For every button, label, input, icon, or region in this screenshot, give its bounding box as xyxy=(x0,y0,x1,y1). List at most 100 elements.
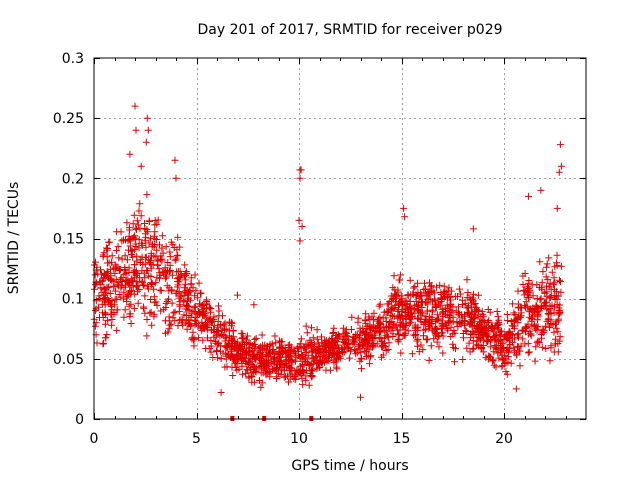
data-point xyxy=(299,381,307,389)
data-point xyxy=(170,309,178,317)
data-point xyxy=(293,366,301,374)
data-point xyxy=(478,324,486,332)
data-point xyxy=(419,299,427,307)
data-point xyxy=(127,300,135,308)
data-point xyxy=(361,316,369,324)
data-point xyxy=(545,254,553,262)
data-point xyxy=(526,305,534,313)
outlier-point xyxy=(512,385,520,393)
data-point xyxy=(554,328,562,336)
data-point xyxy=(208,318,216,326)
data-point xyxy=(461,299,469,307)
data-point xyxy=(374,315,382,323)
y-tick-label: 0.2 xyxy=(62,171,84,187)
data-point xyxy=(557,288,565,296)
data-point xyxy=(455,285,463,293)
data-point xyxy=(246,347,254,355)
data-point xyxy=(449,313,457,321)
data-point xyxy=(143,316,151,323)
data-point xyxy=(509,330,517,338)
data-point xyxy=(313,353,321,361)
data-point xyxy=(126,226,133,234)
data-point xyxy=(129,220,137,228)
data-point xyxy=(444,326,452,334)
data-point xyxy=(475,331,483,338)
data-point xyxy=(554,348,562,356)
data-point xyxy=(306,341,314,349)
data-point xyxy=(125,269,133,276)
data-point xyxy=(102,310,110,318)
y-axis-label: SRMTID / TECUs xyxy=(6,182,22,295)
data-point xyxy=(228,354,236,362)
data-point xyxy=(182,312,190,319)
data-point xyxy=(158,244,166,252)
data-point xyxy=(461,320,469,328)
data-point xyxy=(158,232,166,240)
data-point xyxy=(484,306,492,313)
data-point xyxy=(397,312,405,320)
data-point xyxy=(543,292,551,300)
data-point xyxy=(511,322,518,330)
data-point xyxy=(125,232,133,240)
data-point xyxy=(437,294,445,302)
data-point xyxy=(354,314,362,322)
data-point xyxy=(210,322,218,330)
data-point xyxy=(403,304,411,312)
data-point xyxy=(113,306,121,314)
data-point xyxy=(400,332,408,339)
data-point xyxy=(548,301,556,309)
data-point xyxy=(437,329,445,337)
data-point xyxy=(425,356,433,364)
data-point xyxy=(509,300,517,308)
data-point xyxy=(471,322,479,329)
data-point xyxy=(226,318,233,326)
data-point xyxy=(480,348,488,356)
data-point xyxy=(141,254,149,261)
data-point xyxy=(433,338,441,346)
data-point xyxy=(110,282,118,290)
data-point xyxy=(215,307,223,315)
data-point xyxy=(129,253,137,261)
data-point xyxy=(518,326,526,334)
data-point xyxy=(151,298,159,306)
data-point xyxy=(392,323,400,331)
data-point xyxy=(113,228,121,236)
data-point xyxy=(118,255,126,263)
outlier-point xyxy=(143,114,151,122)
data-point xyxy=(143,226,151,233)
data-point xyxy=(107,272,115,280)
data-point xyxy=(248,373,256,381)
data-point xyxy=(339,338,347,346)
data-point xyxy=(202,319,210,326)
data-point xyxy=(123,256,131,264)
data-point xyxy=(239,370,247,378)
data-point xyxy=(157,287,165,295)
data-point xyxy=(394,336,402,344)
data-point xyxy=(164,259,172,266)
data-point xyxy=(156,274,163,282)
data-point xyxy=(330,342,337,350)
x-tick-label: 20 xyxy=(495,431,513,447)
data-point xyxy=(490,348,498,356)
data-point xyxy=(376,323,384,331)
data-point xyxy=(526,286,534,294)
y-tick-label: 0.05 xyxy=(53,352,84,368)
y-tick-label: 0.3 xyxy=(62,51,84,67)
data-point xyxy=(552,324,560,332)
data-point xyxy=(110,301,118,309)
data-point xyxy=(100,296,108,304)
data-point xyxy=(422,336,430,344)
data-point xyxy=(480,312,488,320)
data-point xyxy=(110,310,118,318)
data-point xyxy=(538,286,546,294)
data-point xyxy=(355,334,363,342)
data-point xyxy=(246,364,254,372)
data-point xyxy=(542,273,550,281)
data-point xyxy=(543,305,551,313)
data-point xyxy=(98,289,106,297)
data-point xyxy=(459,356,467,363)
data-point xyxy=(511,311,519,319)
data-point xyxy=(398,301,406,309)
data-point xyxy=(126,312,134,320)
data-point xyxy=(430,335,438,343)
